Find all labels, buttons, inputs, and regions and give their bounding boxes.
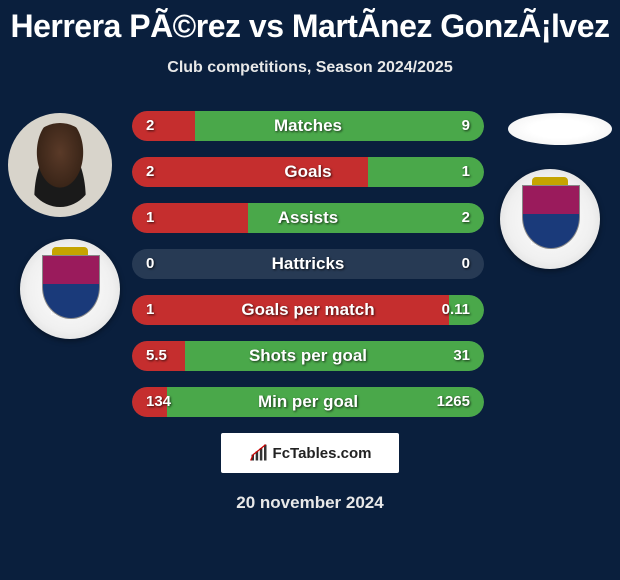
stat-bar-left-fill [132,111,195,141]
stat-value-left: 2 [146,157,154,187]
stat-value-right: 2 [462,203,470,233]
stat-bar-right-fill [185,341,484,371]
stat-bar-right-fill [248,203,484,233]
subtitle: Club competitions, Season 2024/2025 [0,59,620,77]
player-right-avatar [508,113,612,145]
logo-text: FcTables.com [273,445,372,462]
chart-icon [249,443,269,463]
stat-value-left: 1 [146,203,154,233]
comparison-panel: LA CORUÑA LA CORUÑA 29Matches21Goals12As… [0,101,620,541]
crest-text: LA CORUÑA [20,311,120,317]
stat-value-left: 5.5 [146,341,167,371]
stat-value-right: 1 [462,157,470,187]
stat-value-left: 134 [146,387,171,417]
stat-row: 29Matches [132,111,484,141]
stat-bars: 29Matches21Goals12Assists00Hattricks10.1… [132,111,484,433]
stat-row: 10.11Goals per match [132,295,484,325]
stat-value-left: 1 [146,295,154,325]
deportivo-crest-icon: LA CORUÑA [20,239,120,339]
player-left-crest: LA CORUÑA [20,239,120,339]
stat-bar-right-fill [195,111,484,141]
fctables-logo[interactable]: FcTables.com [221,433,399,473]
stat-row: 12Assists [132,203,484,233]
player-right-crest: LA CORUÑA [500,169,600,269]
crest-text: LA CORUÑA [500,241,600,247]
deportivo-crest-icon: LA CORUÑA [500,169,600,269]
stat-value-right: 0.11 [442,295,470,325]
stat-value-right: 31 [453,341,470,371]
stat-row: 1341265Min per goal [132,387,484,417]
stat-value-right: 1265 [437,387,470,417]
stat-value-left: 2 [146,111,154,141]
stat-value-right: 0 [462,249,470,279]
stat-bar-left-fill [132,295,449,325]
player-left-avatar [8,113,112,217]
stat-row: 0 0Hattricks [132,249,484,279]
page-title: Herrera PÃ©rez vs MartÃnez GonzÃ¡lvez [0,0,620,45]
stat-value-right: 9 [462,111,470,141]
stat-value-left: 0 [146,249,154,279]
stat-row: 21Goals [132,157,484,187]
comparison-date: 20 november 2024 [0,493,620,513]
stat-row: 5.531Shots per goal [132,341,484,371]
stat-label: Hattricks [132,249,484,279]
stat-bar-left-fill [132,157,368,187]
